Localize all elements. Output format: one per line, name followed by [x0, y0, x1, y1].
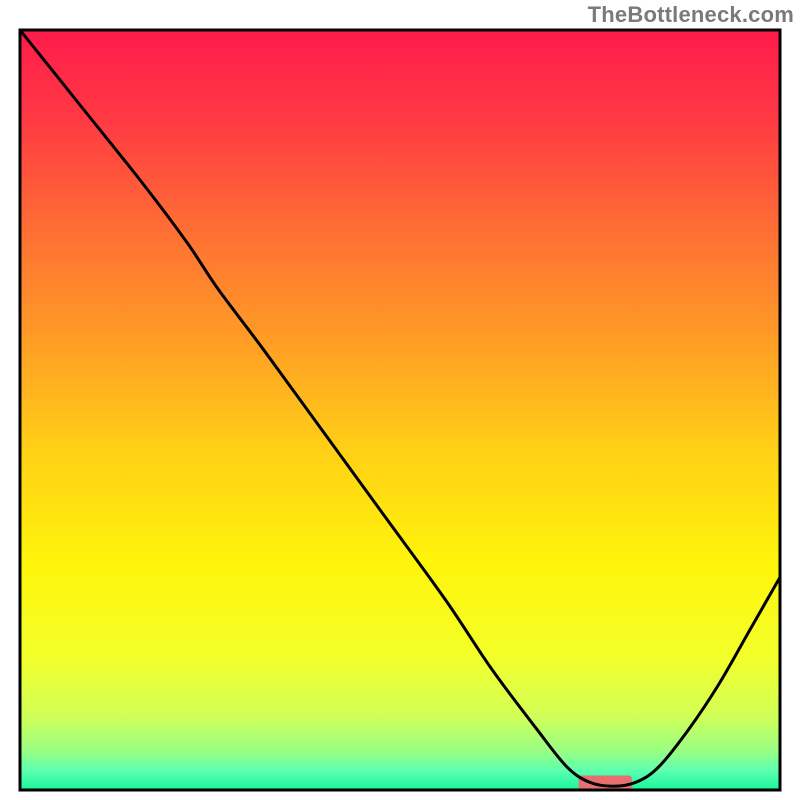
gradient-background — [20, 30, 780, 790]
bottleneck-chart — [0, 0, 800, 800]
watermark-text: TheBottleneck.com — [588, 2, 794, 28]
chart-container: TheBottleneck.com — [0, 0, 800, 800]
